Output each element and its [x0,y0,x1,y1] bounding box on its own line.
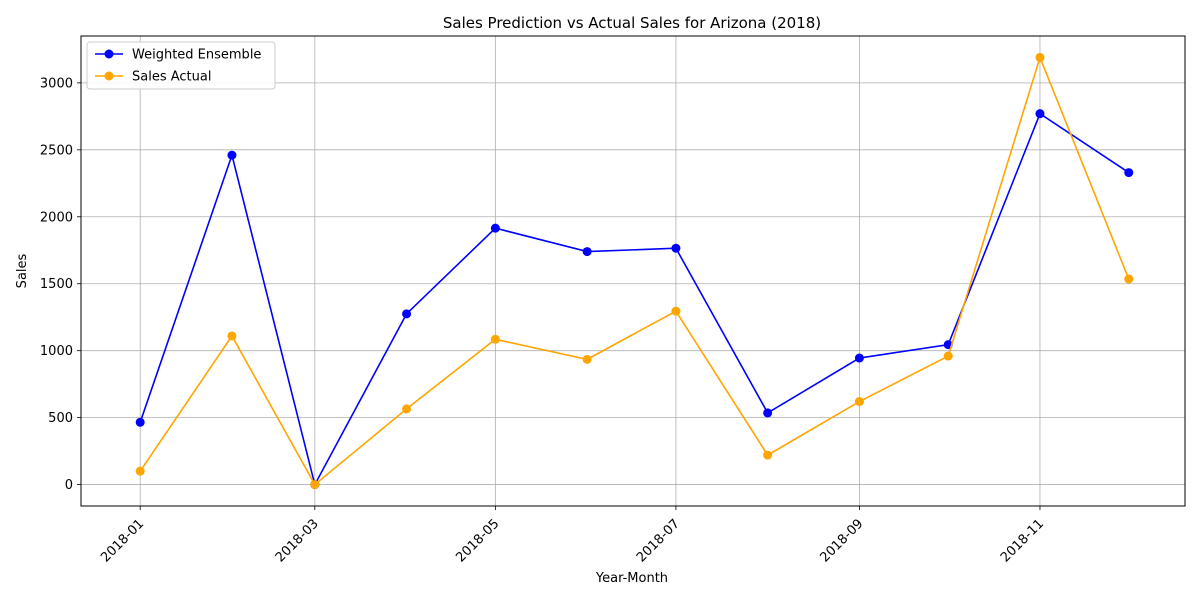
legend-marker [104,49,114,59]
data-point [582,247,592,257]
data-point [1124,274,1134,284]
data-point [402,404,412,414]
data-point [763,408,773,418]
x-axis-ticks: 2018-01 2018-03 2018-05 2018-07 2018-09 2018-… [98,506,1047,565]
x-tick-label: 2018-05 [453,516,502,565]
y-axis-label: Sales [15,253,30,288]
x-tick-label: 2018-11 [998,516,1047,565]
data-point [227,150,237,160]
legend-label: Weighted Ensemble [132,48,261,63]
x-tick-label: 2018-03 [273,516,322,565]
y-tick-label: 1000 [40,344,73,359]
data-point [671,243,681,253]
y-tick-label: 1500 [40,277,73,292]
y-tick-label: 0 [65,478,73,493]
x-tick-label: 2018-09 [817,516,866,565]
grid-lines [81,36,1185,506]
data-point [582,354,592,364]
data-point [227,331,237,341]
data-point [490,223,500,233]
data-point [135,417,145,427]
series-1 [135,52,1134,490]
legend-marker [104,71,114,81]
plot-area [80,35,1186,507]
legend-label: Sales Actual [132,70,211,85]
data-point [671,306,681,316]
data-point [763,450,773,460]
data-point [854,397,864,407]
data-point [854,353,864,363]
legend: Weighted Ensemble Sales Actual [86,41,276,90]
data-point [490,334,500,344]
data-point [135,466,145,476]
legend-box [86,41,276,90]
y-tick-label: 500 [48,411,73,426]
series-layer [135,52,1134,490]
data-point [310,480,320,490]
y-tick-label: 3000 [40,76,73,91]
data-point [943,351,953,361]
data-point [1124,168,1134,178]
y-tick-label: 2000 [40,210,73,225]
y-tick-label: 2500 [40,143,73,158]
series-line [139,55,1130,486]
x-axis-label: Year-Month [595,571,668,586]
y-axis-ticks: 0 500 1000 1500 2000 2500 3000 [40,76,81,493]
data-point [1035,109,1045,119]
series-line [139,112,1130,487]
data-point [1035,52,1045,62]
x-tick-label: 2018-07 [634,516,683,565]
chart-title: Sales Prediction vs Actual Sales for Ari… [443,14,821,32]
x-tick-label: 2018-01 [98,516,147,565]
data-point [402,309,412,319]
